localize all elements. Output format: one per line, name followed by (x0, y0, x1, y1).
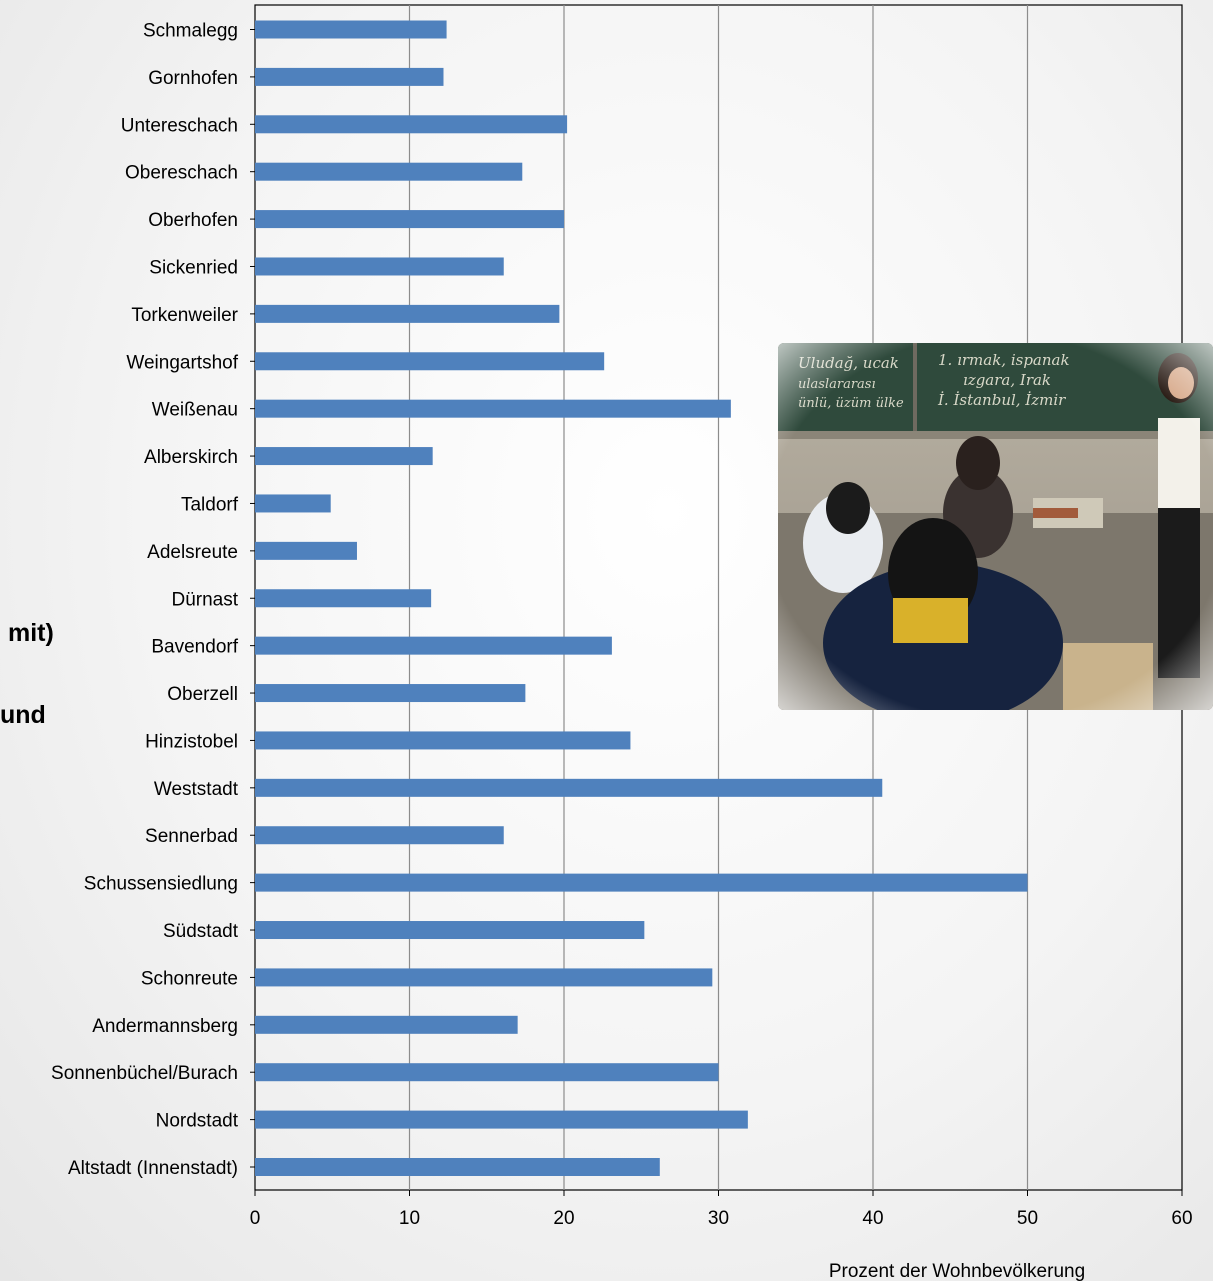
x-tick-label: 0 (250, 1208, 261, 1229)
category-label: Schmalegg (143, 21, 238, 42)
bar (255, 399, 731, 418)
bar (255, 778, 883, 797)
x-tick-label: 50 (1017, 1208, 1038, 1229)
bar (255, 210, 564, 229)
bar (255, 494, 331, 513)
bar (255, 589, 432, 608)
bar (255, 447, 433, 466)
bar (255, 684, 526, 703)
category-label: Obereschach (125, 163, 238, 184)
x-tick-label: 20 (553, 1208, 574, 1229)
category-label: Schussensiedlung (84, 874, 238, 895)
bar (255, 1158, 660, 1176)
bar (255, 304, 560, 323)
category-label: Taldorf (181, 494, 239, 515)
category-label: Sonnenbüchel/Burach (51, 1063, 238, 1084)
bar (255, 826, 504, 845)
bar (255, 257, 504, 276)
category-label: Südstadt (163, 921, 239, 942)
bar (255, 162, 523, 181)
bar (255, 921, 645, 940)
category-label: Torkenweiler (131, 305, 238, 326)
category-label: Untereschach (121, 115, 238, 136)
category-label: Weißenau (152, 400, 238, 421)
category-label: Nordstadt (156, 1111, 239, 1132)
category-label: Schonreute (141, 968, 238, 989)
bar (255, 352, 605, 371)
category-label: Weststadt (154, 779, 239, 800)
category-label: Hinzistobel (145, 731, 238, 752)
category-label: Bavendorf (151, 637, 238, 658)
x-tick-label: 40 (862, 1208, 883, 1229)
bar (255, 115, 568, 134)
bar (255, 968, 713, 987)
bar (255, 20, 447, 39)
category-label: Weingartshof (126, 352, 238, 373)
cut-off-text-fragment-2: und (0, 701, 46, 729)
category-label: Altstadt (Innenstadt) (68, 1158, 238, 1179)
category-label: Adelsreute (147, 542, 238, 563)
bar (255, 1110, 748, 1129)
category-label: Dürnast (171, 589, 238, 610)
x-axis-label: Prozent der Wohnbevölkerung (829, 1261, 1085, 1281)
category-label: Oberzell (167, 684, 238, 705)
category-label: Andermannsberg (92, 1016, 238, 1037)
category-label: Sennerbad (145, 826, 238, 847)
bars (255, 20, 1028, 1176)
category-label: Gornhofen (148, 68, 238, 89)
category-labels: Schmalegg Gornhofen Untereschach Obereschac… (51, 21, 239, 1180)
bar (255, 1063, 719, 1082)
category-label: Sickenried (149, 257, 238, 278)
bar (255, 873, 1028, 892)
x-tick-label: 60 (1171, 1208, 1192, 1229)
classroom-photo: Uludağ, ucak ulaslararası ünlü, üzüm ülk… (778, 343, 1213, 710)
bar (255, 636, 612, 655)
bar (255, 541, 357, 560)
cut-off-text-fragment-1: mit) (8, 619, 54, 647)
bar (255, 731, 631, 750)
x-tick-label: 10 (399, 1208, 420, 1229)
x-tick-labels: 0 10 20 30 40 50 60 (250, 1208, 1193, 1229)
bar (255, 67, 444, 86)
category-label: Alberskirch (144, 447, 238, 468)
category-label: Oberhofen (148, 210, 238, 231)
bar (255, 1015, 518, 1034)
x-tick-label: 30 (708, 1208, 729, 1229)
